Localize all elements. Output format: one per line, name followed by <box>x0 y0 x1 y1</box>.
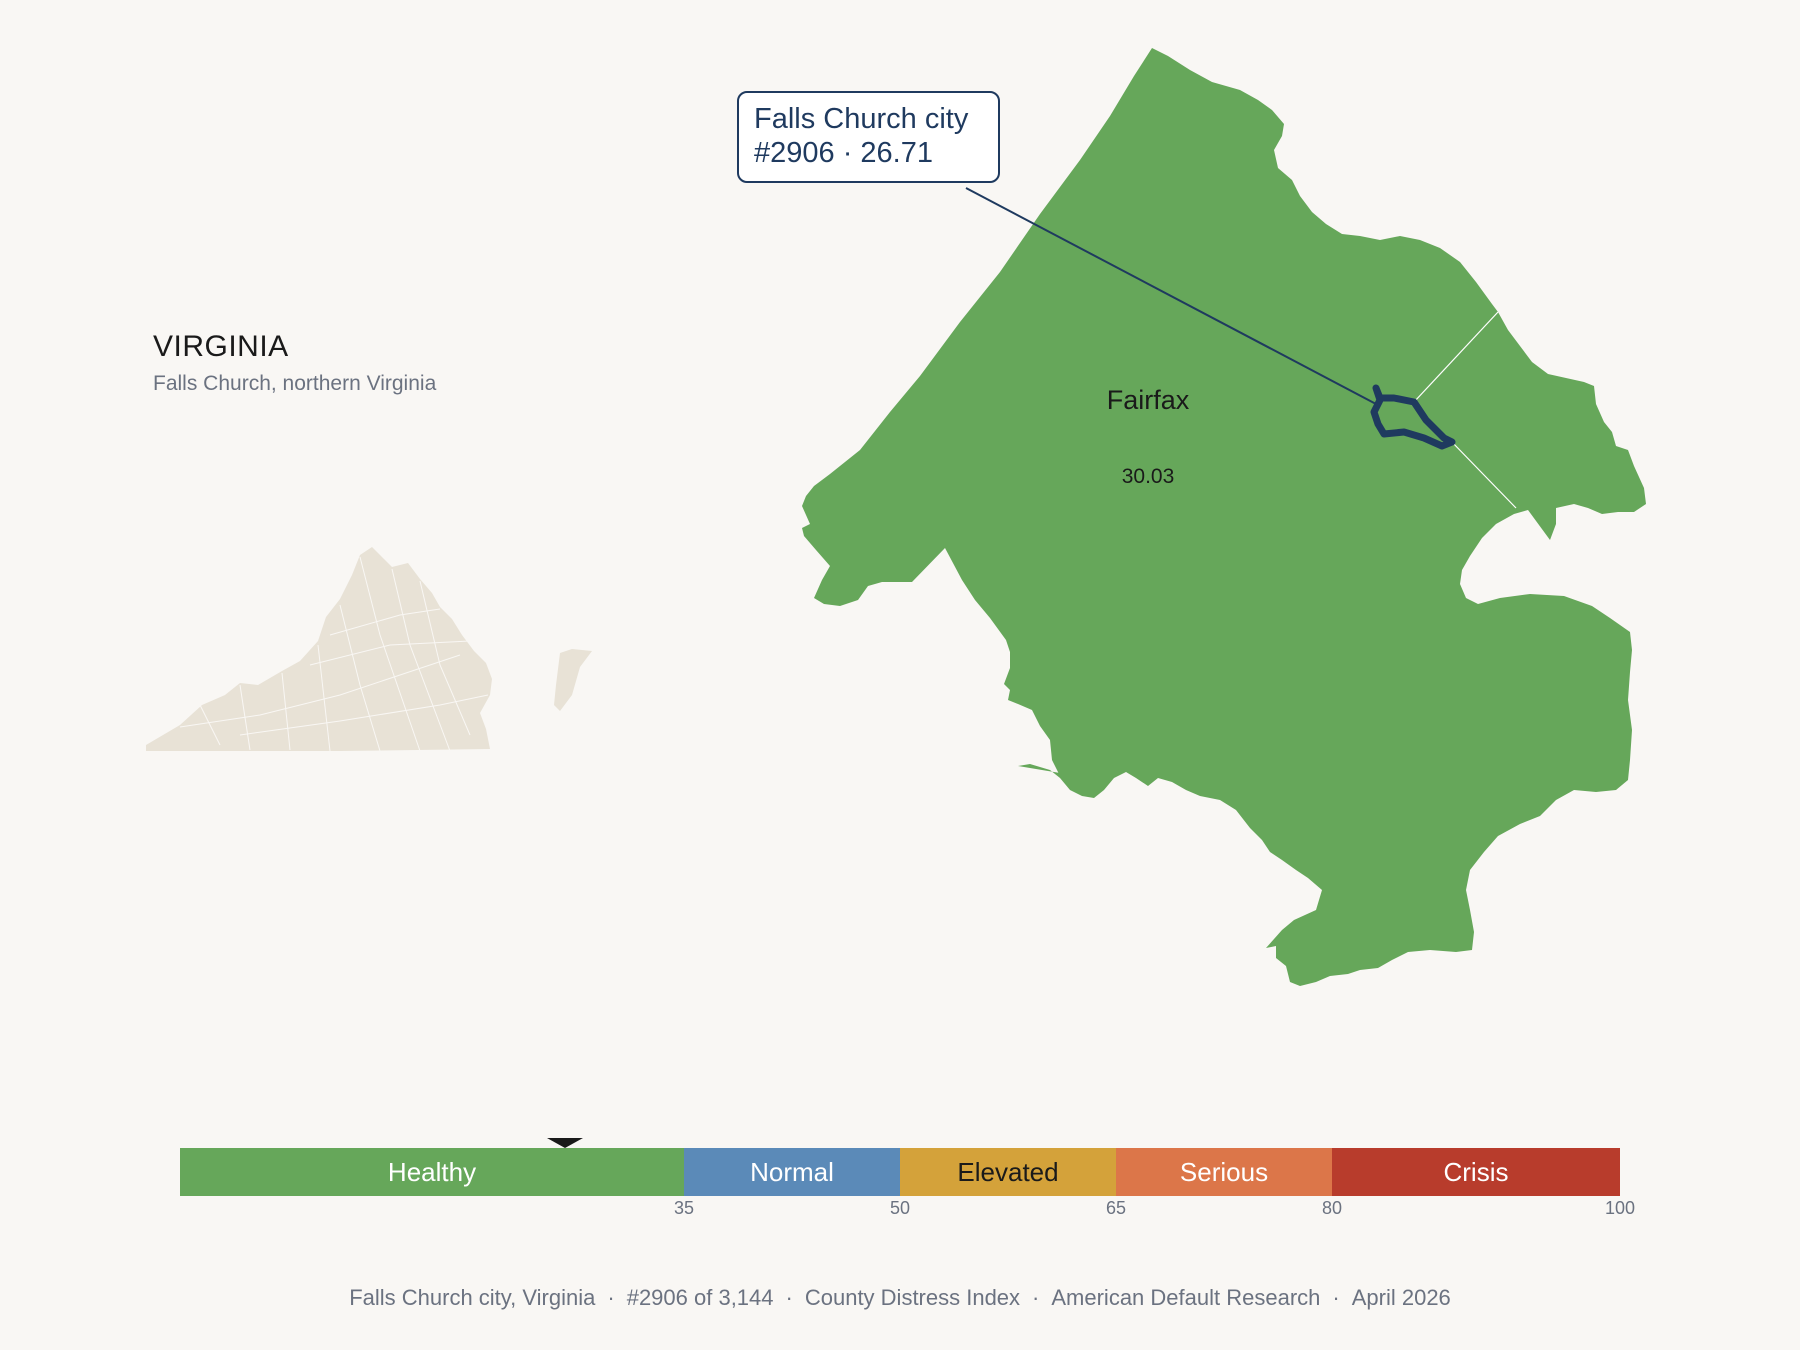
scale-label-elevated: Elevated <box>957 1156 1059 1187</box>
scale-tick-50: 50 <box>889 1198 911 1218</box>
state-title: VIRGINIA <box>153 330 289 363</box>
callout-rank-score: #2906 · 26.71 <box>754 137 933 169</box>
virginia-locator-map <box>146 547 592 752</box>
footer-place: Falls Church city, Virginia <box>349 1285 596 1310</box>
virginia-silhouette <box>146 547 492 751</box>
county-name-label: Fairfax <box>1106 385 1190 415</box>
arlington-boundary-line <box>1413 311 1499 403</box>
eastern-shore-silhouette <box>554 649 592 711</box>
footer-separator: · <box>607 1285 615 1310</box>
county-score-label: 30.03 <box>1121 465 1175 488</box>
state-subtitle: Falls Church, northern Virginia <box>153 372 437 395</box>
scale-label-normal: Normal <box>750 1156 834 1187</box>
scale-segment-crisis: Crisis <box>1332 1148 1620 1196</box>
scale-segment-normal: Normal <box>684 1148 900 1196</box>
footer-credits: Falls Church city, Virginia · #2906 of 3,1… <box>0 1285 1800 1311</box>
fairfax-county-shape[interactable] <box>802 48 1646 986</box>
footer-separator: · <box>785 1285 793 1310</box>
scale-tick-80: 80 <box>1321 1198 1343 1218</box>
scale-segment-serious: Serious <box>1116 1148 1332 1196</box>
scale-segment-elevated: Elevated <box>900 1148 1116 1196</box>
scale-tick-65: 65 <box>1105 1198 1127 1218</box>
scale-tick-100: 100 <box>1604 1198 1636 1218</box>
footer-separator: · <box>1032 1285 1040 1310</box>
score-pointer-icon <box>546 1138 583 1148</box>
scale-label-crisis: Crisis <box>1443 1156 1509 1187</box>
footer-rank: #2906 of 3,144 <box>626 1285 774 1310</box>
footer-separator: · <box>1332 1285 1340 1310</box>
scale-label-healthy: Healthy <box>387 1156 477 1187</box>
falls-church-outline[interactable] <box>1370 384 1456 450</box>
alexandria-boundary-line <box>1449 439 1517 509</box>
scale-segment-healthy: Healthy <box>180 1148 684 1196</box>
selected-county-callout: Falls Church city #2906 · 26.71 <box>737 91 1000 183</box>
footer-source: American Default Research <box>1051 1285 1321 1310</box>
county-boundaries <box>179 556 489 752</box>
distress-scale: Healthy Normal Elevated Serious Crisis <box>180 1148 1620 1196</box>
footer-date: April 2026 <box>1351 1285 1451 1310</box>
callout-leader-line <box>965 187 1377 405</box>
scale-label-serious: Serious <box>1179 1156 1269 1187</box>
scale-tick-35: 35 <box>673 1198 695 1218</box>
footer-index-name: County Distress Index <box>804 1285 1021 1310</box>
callout-county-name: Falls Church city <box>754 103 969 135</box>
